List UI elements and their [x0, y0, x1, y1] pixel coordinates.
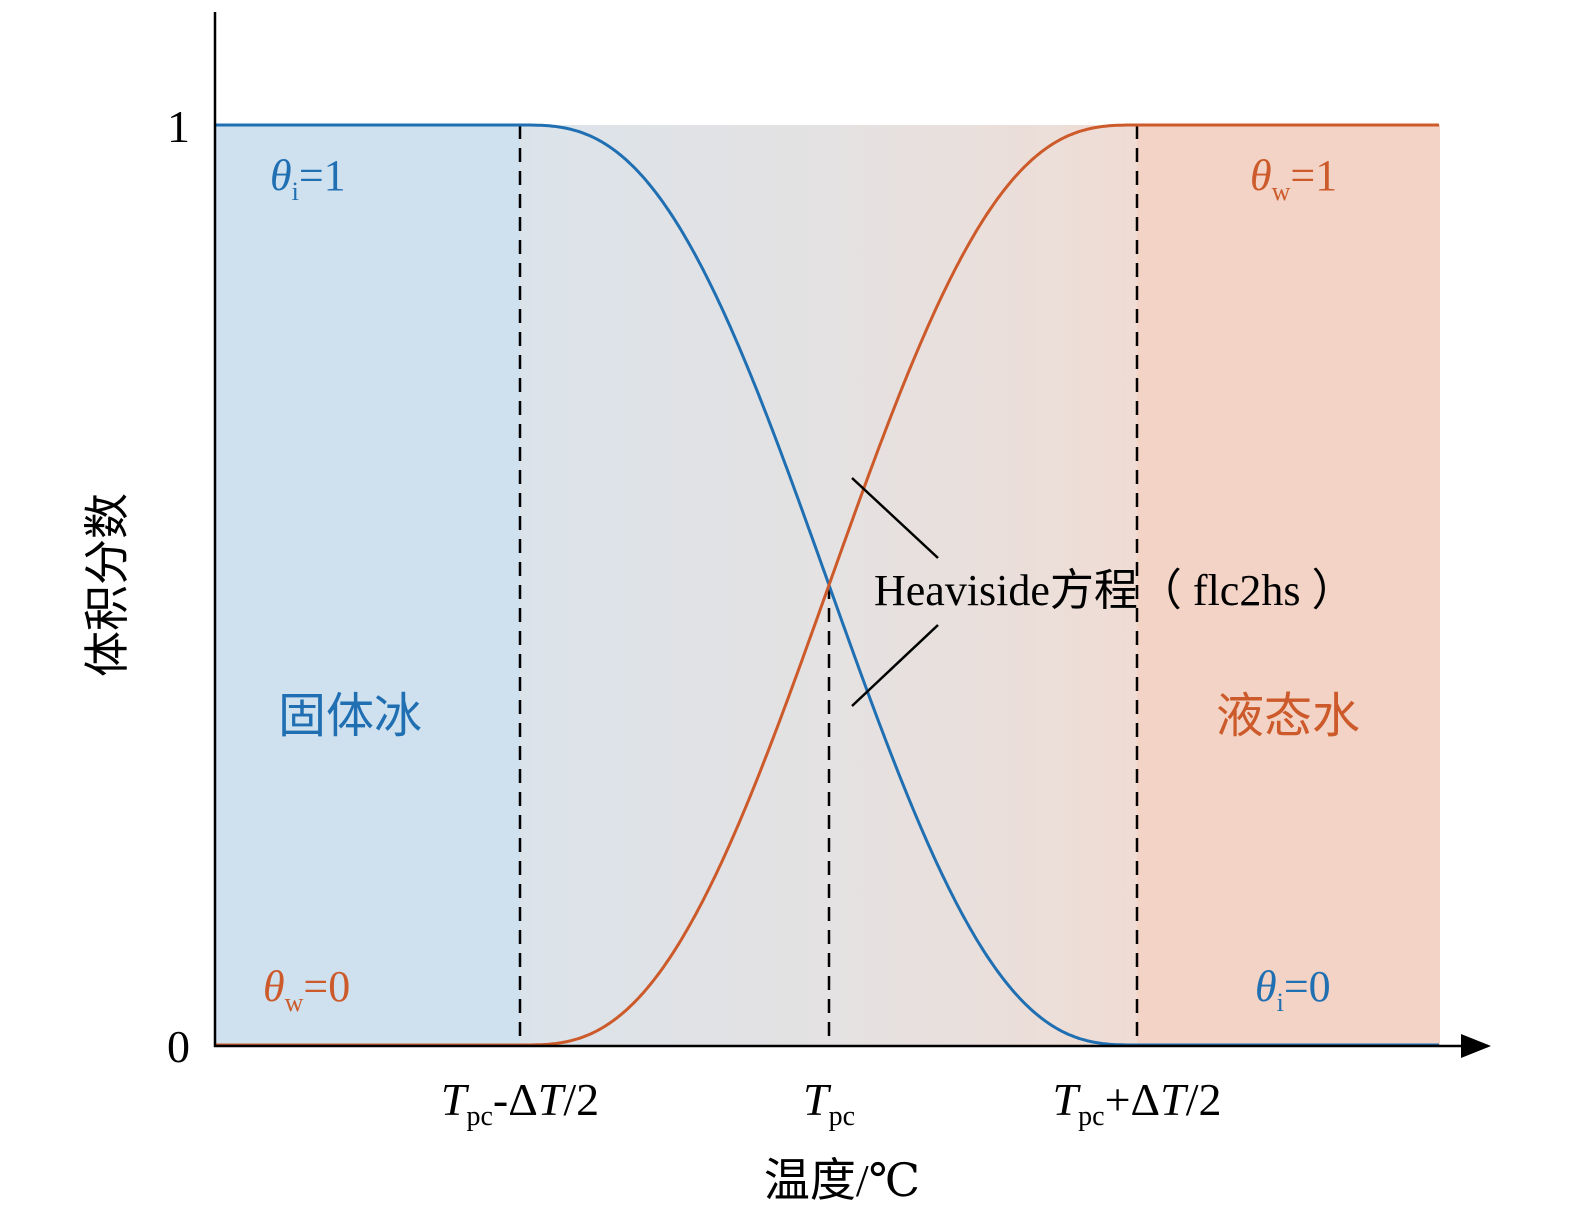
label-theta-i-1: θi=1 — [270, 151, 346, 206]
ice-region-bg — [215, 125, 520, 1045]
y-axis-label: 体积分数 — [82, 493, 133, 677]
x-tick-label-left: Tpc-ΔT/2 — [441, 1074, 599, 1132]
region-label-water: 液态水 — [1216, 690, 1360, 743]
annotation-leader-lower — [851, 624, 939, 707]
x-tick-label-mid: Tpc — [803, 1074, 855, 1132]
water-region-bg — [1137, 125, 1440, 1045]
region-label-ice: 固体冰 — [278, 690, 422, 743]
label-theta-w-1: θw=1 — [1250, 151, 1337, 206]
annotation-heaviside: Heaviside方程（ flc2hs ） — [874, 566, 1355, 615]
x-tick-label-right: Tpc+ΔT/2 — [1053, 1074, 1222, 1132]
y-tick-label-0: 0 — [167, 1021, 190, 1072]
label-theta-i-0: θi=0 — [1255, 962, 1331, 1017]
label-theta-w-0: θw=0 — [263, 962, 350, 1017]
annotation-leader-upper — [851, 477, 939, 559]
x-axis-label: 温度/℃ — [764, 1155, 920, 1206]
y-tick-label-1: 1 — [167, 101, 190, 152]
